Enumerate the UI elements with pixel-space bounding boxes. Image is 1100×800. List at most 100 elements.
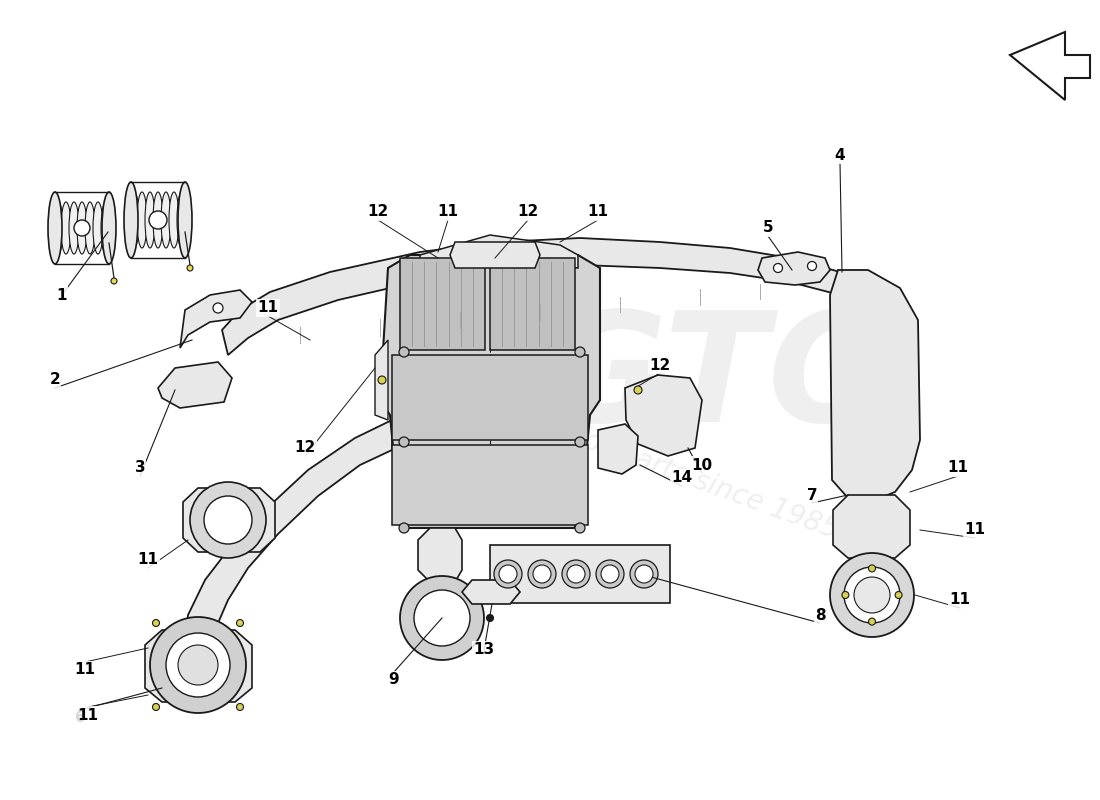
Polygon shape (185, 420, 392, 668)
Ellipse shape (48, 192, 62, 264)
Polygon shape (830, 270, 920, 502)
Polygon shape (180, 290, 252, 348)
Circle shape (634, 386, 642, 394)
Ellipse shape (178, 645, 218, 685)
Ellipse shape (177, 192, 187, 248)
Ellipse shape (53, 202, 63, 254)
Ellipse shape (844, 567, 900, 623)
Text: 1: 1 (57, 287, 67, 302)
Ellipse shape (145, 192, 155, 248)
Circle shape (153, 619, 159, 626)
Circle shape (869, 618, 876, 625)
Text: 9: 9 (388, 673, 399, 687)
Text: 11: 11 (965, 522, 986, 538)
Circle shape (807, 262, 816, 270)
Ellipse shape (85, 202, 95, 254)
Text: 14: 14 (671, 470, 693, 486)
Ellipse shape (204, 496, 252, 544)
Circle shape (869, 565, 876, 572)
Text: 12: 12 (517, 205, 539, 219)
Polygon shape (1010, 32, 1090, 100)
Ellipse shape (161, 192, 170, 248)
Ellipse shape (601, 565, 619, 583)
Circle shape (773, 263, 782, 273)
Circle shape (74, 220, 90, 236)
FancyBboxPatch shape (400, 258, 485, 350)
Text: 8: 8 (815, 607, 825, 622)
Text: a passion for parts since 1985: a passion for parts since 1985 (438, 375, 842, 545)
Circle shape (842, 591, 849, 598)
Ellipse shape (830, 553, 914, 637)
Text: 11: 11 (587, 205, 608, 219)
Circle shape (895, 591, 902, 598)
Text: 11: 11 (438, 205, 459, 219)
Ellipse shape (528, 560, 556, 588)
Ellipse shape (596, 560, 624, 588)
Circle shape (213, 303, 223, 313)
Text: 12: 12 (649, 358, 671, 373)
Ellipse shape (138, 192, 147, 248)
Ellipse shape (124, 182, 138, 258)
Polygon shape (375, 340, 388, 420)
Ellipse shape (414, 590, 470, 646)
Text: 11: 11 (257, 301, 278, 315)
Circle shape (378, 376, 386, 384)
FancyBboxPatch shape (392, 355, 588, 440)
Circle shape (236, 703, 243, 710)
Text: 12: 12 (295, 441, 316, 455)
Ellipse shape (69, 202, 79, 254)
Text: 11: 11 (949, 593, 970, 607)
Ellipse shape (562, 560, 590, 588)
Circle shape (153, 703, 159, 710)
Polygon shape (145, 630, 252, 702)
Ellipse shape (94, 202, 103, 254)
Text: 5: 5 (762, 221, 773, 235)
Circle shape (111, 278, 117, 284)
Polygon shape (833, 495, 910, 558)
Circle shape (236, 619, 243, 626)
Ellipse shape (499, 565, 517, 583)
Ellipse shape (153, 192, 163, 248)
Text: 11: 11 (75, 662, 96, 678)
Ellipse shape (166, 633, 230, 697)
Ellipse shape (566, 565, 585, 583)
Circle shape (486, 614, 494, 622)
Polygon shape (450, 242, 540, 268)
Ellipse shape (178, 182, 192, 258)
Text: 11: 11 (77, 707, 99, 722)
Ellipse shape (190, 482, 266, 558)
Circle shape (575, 347, 585, 357)
Circle shape (575, 523, 585, 533)
Polygon shape (183, 488, 275, 552)
Ellipse shape (60, 202, 72, 254)
Circle shape (399, 523, 409, 533)
Polygon shape (158, 362, 232, 408)
Polygon shape (379, 255, 600, 528)
Ellipse shape (494, 560, 522, 588)
Polygon shape (598, 424, 638, 474)
Text: 11: 11 (947, 461, 968, 475)
Circle shape (187, 265, 192, 271)
Text: 11: 11 (138, 553, 158, 567)
Circle shape (399, 437, 409, 447)
Text: 13: 13 (473, 642, 495, 658)
Text: GTO: GTO (541, 306, 899, 454)
Polygon shape (222, 238, 840, 355)
Ellipse shape (854, 577, 890, 613)
Text: 7: 7 (806, 487, 817, 502)
Text: 6: 6 (75, 710, 86, 726)
Circle shape (148, 211, 167, 229)
Ellipse shape (169, 192, 179, 248)
Ellipse shape (534, 565, 551, 583)
Polygon shape (625, 375, 702, 456)
Text: 3: 3 (134, 461, 145, 475)
Text: 12: 12 (367, 205, 388, 219)
Polygon shape (420, 235, 578, 268)
Polygon shape (418, 528, 462, 582)
FancyBboxPatch shape (490, 258, 575, 350)
Ellipse shape (77, 202, 87, 254)
Polygon shape (462, 580, 520, 604)
Ellipse shape (400, 576, 484, 660)
FancyBboxPatch shape (392, 445, 588, 525)
FancyBboxPatch shape (490, 545, 670, 603)
